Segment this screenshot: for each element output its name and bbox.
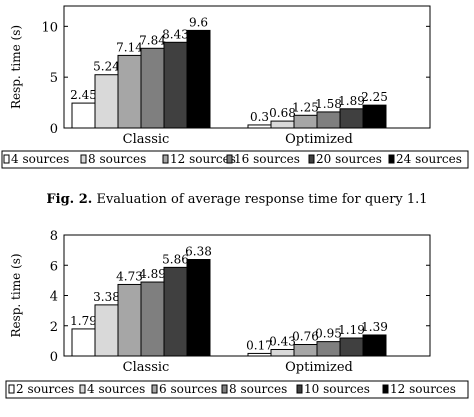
bar — [362, 334, 387, 357]
legend-entry: 10 sources — [304, 382, 370, 396]
y-tick-label: 6 — [50, 259, 58, 274]
bar — [270, 120, 295, 129]
bar — [339, 108, 364, 129]
bar — [71, 328, 96, 357]
bar-value-label: 1.19 — [338, 323, 365, 337]
chart-svg-top: Resp. time (s) 0 5 10 2.45 5.24 7.147.848.439.… — [1, 5, 469, 169]
legend-swatch — [308, 154, 315, 164]
bar-value-label: 0.68 — [269, 106, 296, 120]
bar-value-label: 1.89 — [338, 94, 365, 108]
legend-swatch — [8, 384, 15, 394]
y-tick-label: 0 — [50, 122, 58, 137]
chart-svg-bottom: Resp. time (s)024681.793.384.734.895.866… — [5, 229, 469, 399]
bar-value-label: 2.45 — [70, 88, 97, 102]
y-axis-label: Resp. time (s) — [9, 253, 23, 337]
legend-swatch — [296, 384, 303, 394]
bar-value-label: 5.86 — [162, 252, 189, 266]
bar-value-label: 0.3 — [250, 110, 269, 124]
bar — [247, 352, 272, 357]
bar-value-label: 1.79 — [70, 314, 97, 328]
bar-value-label: 3.38 — [93, 290, 120, 304]
bar — [94, 304, 119, 357]
bar — [163, 41, 188, 129]
legend-entry: 24 sources — [396, 152, 462, 166]
bar-value-label: 0.17 — [246, 338, 273, 352]
bar — [362, 104, 387, 129]
caption-text: Evaluation of average response time for … — [96, 192, 428, 207]
bar-value-label: 7.84 — [139, 33, 166, 47]
category-label: Classic — [123, 132, 170, 147]
legend-entry: 6 sources — [159, 382, 217, 396]
bar-value-label: 0.95 — [315, 327, 342, 341]
plot-frame — [63, 5, 431, 129]
y-tick-label: 10 — [41, 20, 58, 35]
bar — [316, 111, 341, 129]
response-time-chart-top: Resp. time (s) 0 5 10 2.45 5.24 7.14 7.84 8.43 9.… — [0, 0, 474, 172]
legend-swatch — [151, 384, 158, 394]
legend-swatch — [80, 154, 87, 164]
bar — [186, 259, 211, 357]
bar-value-label: 2.25 — [361, 90, 388, 104]
caption-label: Fig. 2. — [46, 192, 93, 207]
category-label: Classic — [123, 360, 170, 375]
legend-entry: 8 sources — [88, 152, 146, 166]
y-tick-label: 8 — [50, 229, 58, 244]
y-tick-label: 0 — [50, 350, 58, 365]
bar-value-label: 1.39 — [361, 320, 388, 334]
bar — [94, 74, 119, 129]
legend-entry: 20 sources — [316, 152, 382, 166]
bar-value-label: 0.43 — [269, 334, 296, 348]
bar — [293, 344, 318, 357]
legend-entry: 4 sources — [11, 152, 69, 166]
legend-swatch — [79, 384, 86, 394]
legend-entry: 8 sources — [229, 382, 287, 396]
y-axis-label: Resp. time (s) — [9, 25, 23, 109]
bar-value-label: 6.38 — [185, 245, 212, 259]
legend-swatch — [3, 154, 10, 164]
bar — [316, 341, 341, 357]
legend-entry: 4 sources — [87, 382, 145, 396]
bar — [293, 114, 318, 129]
bar-value-label: 0.76 — [292, 330, 319, 344]
legend-swatch — [162, 154, 169, 164]
legend-entry: 12 sources — [170, 152, 236, 166]
legend-box — [5, 380, 469, 399]
legend-entry: 16 sources — [234, 152, 300, 166]
bar — [140, 47, 165, 129]
bar — [117, 283, 142, 357]
legend-entry: 12 sources — [390, 382, 456, 396]
legend-box — [1, 150, 469, 169]
bar-value-label: 1.58 — [315, 97, 342, 111]
bar-value-label: 1.25 — [292, 100, 319, 114]
bar — [270, 348, 295, 357]
y-tick-label: 4 — [50, 290, 58, 305]
legend-entry: 2 sources — [16, 382, 74, 396]
bar — [186, 29, 211, 129]
bar-value-label: 7.14 — [116, 40, 143, 54]
figure-caption: Fig. 2. Evaluation of average response t… — [0, 192, 474, 207]
bar — [339, 337, 364, 357]
bar — [163, 266, 188, 357]
bar-value-label: 9.6 — [189, 15, 208, 29]
bar-value-label: 4.73 — [116, 269, 143, 283]
category-label: Optimized — [285, 132, 353, 147]
y-tick-label: 5 — [50, 71, 58, 86]
bar — [71, 102, 96, 129]
legend-swatch — [226, 154, 233, 164]
category-label: Optimized — [285, 360, 353, 375]
bar-value-label: 8.43 — [162, 27, 189, 41]
legend-swatch — [221, 384, 228, 394]
bar — [117, 54, 142, 129]
response-time-chart-bottom: Resp. time (s) 0 2 4 6 8 1.79 3.38 4.73 4.89 5.86 6… — [0, 226, 474, 417]
bar-value-label: 4.89 — [139, 267, 166, 281]
bar — [247, 124, 272, 129]
bar — [140, 281, 165, 357]
bar-value-label: 5.24 — [93, 60, 120, 74]
legend-swatch — [382, 384, 389, 394]
legend-swatch — [388, 154, 395, 164]
y-tick-label: 2 — [50, 320, 58, 335]
